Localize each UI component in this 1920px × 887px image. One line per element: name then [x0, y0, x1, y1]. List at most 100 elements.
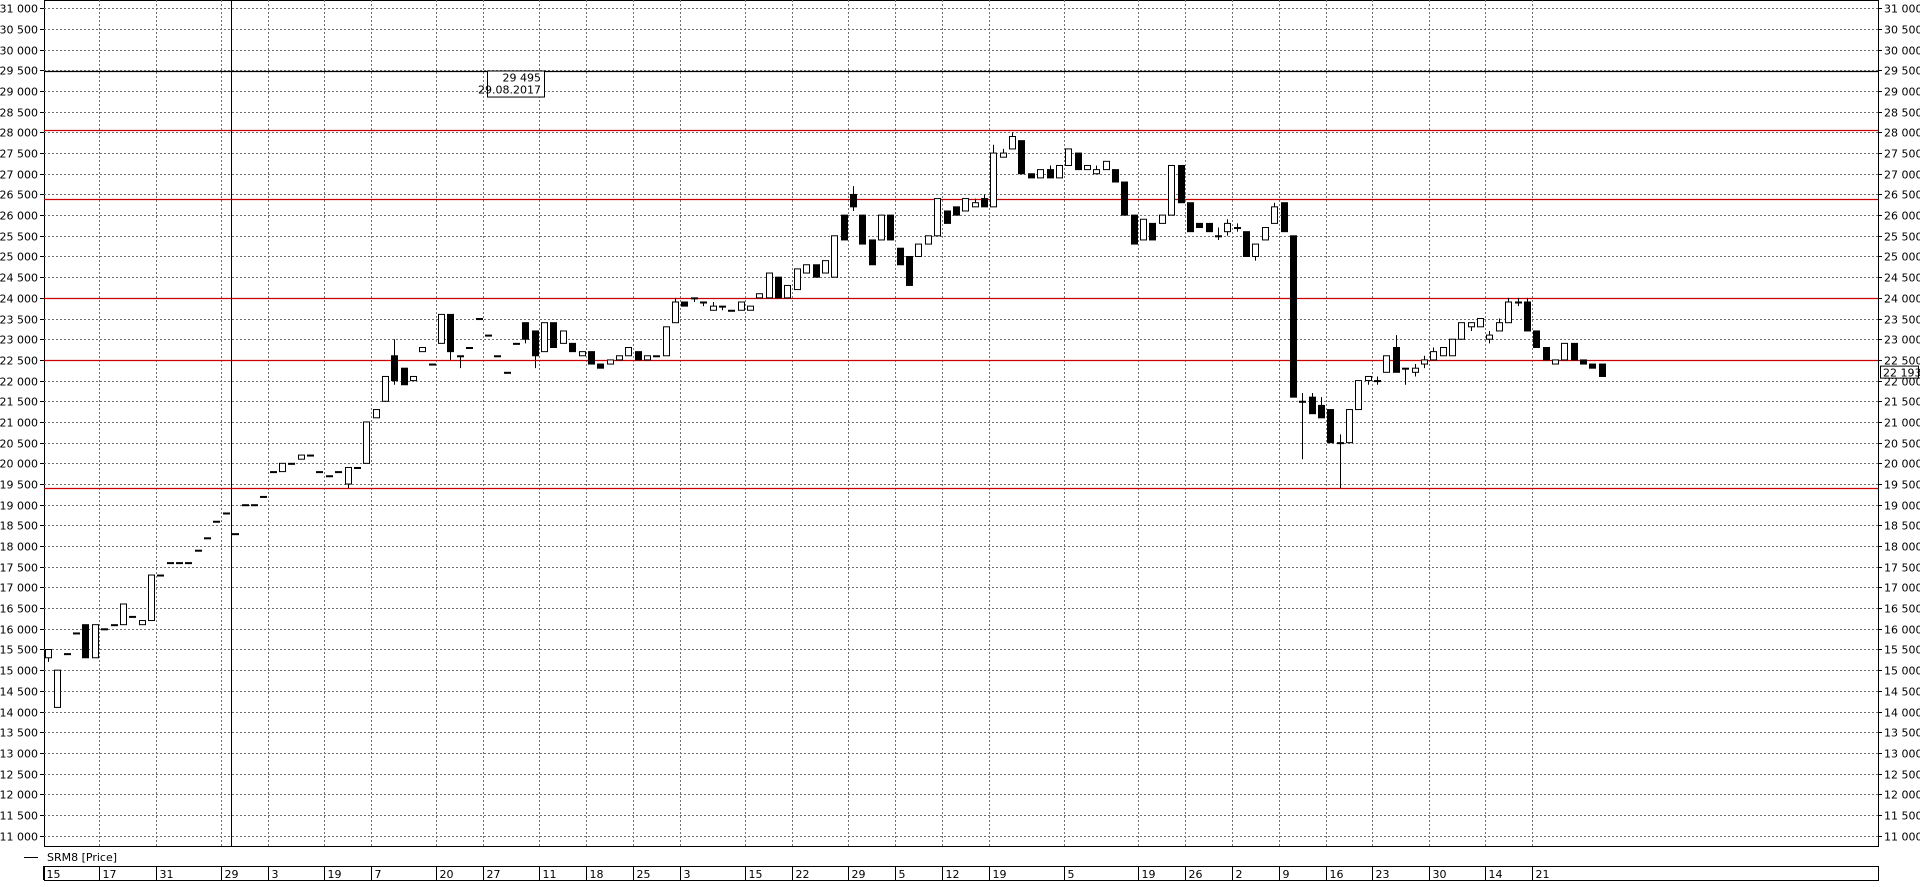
candle-down[interactable]	[1149, 222, 1156, 241]
candle-up[interactable]	[157, 574, 164, 577]
candle-up[interactable]	[579, 351, 586, 357]
candle-up[interactable]	[1271, 206, 1278, 224]
candle-up[interactable]	[794, 268, 801, 291]
candle-down[interactable]	[82, 624, 89, 659]
candle-up[interactable]	[1355, 380, 1362, 411]
candle-up[interactable]	[541, 322, 548, 353]
candle-up[interactable]	[1486, 334, 1493, 340]
candle-up[interactable]	[1383, 355, 1390, 373]
candle-up[interactable]	[691, 297, 698, 300]
candle-up[interactable]	[728, 309, 735, 312]
candle-down[interactable]	[1196, 222, 1203, 229]
candle-down[interactable]	[841, 214, 848, 241]
candle-down[interactable]	[1309, 396, 1316, 415]
candle-up[interactable]	[1515, 301, 1522, 304]
candle-up[interactable]	[1561, 342, 1568, 361]
candle-down[interactable]	[869, 239, 876, 266]
candle-up[interactable]	[429, 363, 436, 366]
candle-down[interactable]	[1580, 359, 1587, 365]
candle-up[interactable]	[466, 347, 473, 350]
candle-up[interactable]	[298, 454, 305, 460]
candle-down[interactable]	[981, 198, 988, 208]
candle-up[interactable]	[1159, 214, 1166, 224]
candle-up[interactable]	[204, 537, 211, 540]
candle-up[interactable]	[756, 293, 763, 299]
candle-up[interactable]	[625, 347, 632, 357]
candle-up[interactable]	[1477, 318, 1484, 328]
candle-up[interactable]	[1234, 227, 1241, 230]
candle-up[interactable]	[822, 260, 829, 274]
candle-up[interactable]	[148, 574, 155, 622]
candle-up[interactable]	[915, 243, 922, 257]
candle-up[interactable]	[766, 272, 773, 299]
candle-up[interactable]	[410, 375, 417, 382]
candle-up[interactable]	[326, 475, 333, 478]
candle-up[interactable]	[382, 375, 389, 402]
candle-up[interactable]	[1468, 322, 1475, 328]
candle-up[interactable]	[1140, 218, 1147, 241]
candle-up[interactable]	[251, 504, 258, 507]
candle-up[interactable]	[195, 549, 202, 552]
candle-down[interactable]	[1571, 342, 1578, 361]
candle-up[interactable]	[747, 305, 754, 311]
candle-up[interactable]	[185, 562, 192, 565]
candle-up[interactable]	[1065, 148, 1072, 166]
candle-down[interactable]	[1243, 231, 1250, 257]
candle-up[interactable]	[644, 355, 651, 361]
candle-up[interactable]	[335, 471, 342, 474]
candle-up[interactable]	[111, 624, 118, 627]
candle-up[interactable]	[1440, 347, 1447, 357]
candle-up[interactable]	[307, 454, 314, 457]
candle-up[interactable]	[672, 301, 679, 324]
candle-up[interactable]	[54, 669, 61, 708]
candle-down[interactable]	[588, 351, 595, 365]
candle-down[interactable]	[1533, 330, 1540, 349]
candle-up[interactable]	[504, 371, 511, 374]
candle-up[interactable]	[1402, 367, 1409, 370]
candle-up[interactable]	[476, 318, 483, 321]
candle-up[interactable]	[607, 359, 614, 365]
candle-up[interactable]	[1337, 442, 1344, 445]
candle-down[interactable]	[1599, 363, 1606, 377]
candle-up[interactable]	[1037, 169, 1044, 179]
candle-down[interactable]	[775, 276, 782, 299]
candle-down[interactable]	[1318, 404, 1325, 419]
candle-up[interactable]	[213, 520, 220, 523]
candle-up[interactable]	[1093, 169, 1100, 175]
candle-up[interactable]	[700, 301, 707, 304]
candle-down[interactable]	[1206, 222, 1213, 233]
candle-up[interactable]	[1365, 375, 1372, 382]
candle-up[interactable]	[438, 313, 445, 344]
candle-up[interactable]	[373, 409, 380, 419]
candle-up[interactable]	[232, 533, 239, 536]
candle-up[interactable]	[513, 342, 520, 345]
candle-down[interactable]	[401, 367, 408, 386]
candle-down[interactable]	[1290, 235, 1297, 398]
candle-down[interactable]	[1589, 363, 1596, 369]
candle-up[interactable]	[710, 305, 717, 311]
candle-up[interactable]	[1412, 367, 1419, 373]
candle-up[interactable]	[419, 347, 426, 353]
candle-down[interactable]	[887, 214, 894, 241]
candle-up[interactable]	[1262, 227, 1269, 241]
candle-up[interactable]	[1346, 409, 1353, 444]
candle-up[interactable]	[485, 334, 492, 337]
candle-up[interactable]	[616, 355, 623, 361]
candle-down[interactable]	[1187, 202, 1194, 233]
candle-up[interactable]	[1496, 322, 1503, 332]
candle-down[interactable]	[1281, 202, 1288, 233]
candle-up[interactable]	[101, 628, 108, 631]
candle-up[interactable]	[167, 562, 174, 565]
candle-up[interactable]	[1103, 160, 1110, 171]
candle-down[interactable]	[1018, 140, 1025, 175]
candle-up[interactable]	[1552, 359, 1559, 365]
candle-up[interactable]	[270, 471, 277, 474]
candle-down[interactable]	[1543, 347, 1550, 361]
candle-up[interactable]	[92, 624, 99, 659]
candle-up[interactable]	[1505, 301, 1512, 324]
candle-up[interactable]	[1215, 235, 1222, 238]
candle-up[interactable]	[972, 202, 979, 208]
candle-down[interactable]	[522, 322, 529, 340]
